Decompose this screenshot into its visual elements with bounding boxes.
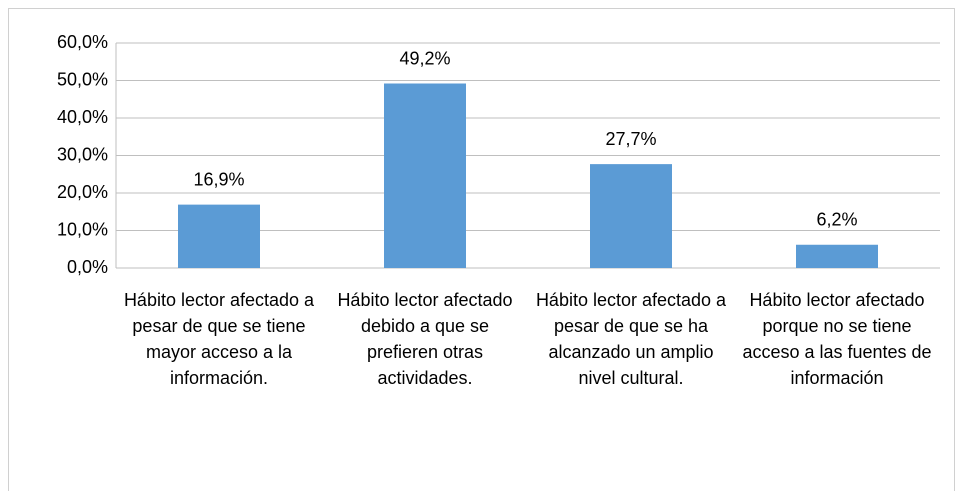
- y-tick-label: 20,0%: [57, 182, 108, 202]
- y-tick-label: 0,0%: [67, 257, 108, 277]
- bar: [796, 244, 878, 268]
- chart-frame: [8, 8, 955, 491]
- data-label: 16,9%: [193, 169, 244, 189]
- y-tick-label: 40,0%: [57, 107, 108, 127]
- bar: [384, 83, 466, 268]
- y-tick-label: 60,0%: [57, 32, 108, 52]
- data-label: 27,7%: [605, 129, 656, 149]
- x-tick-label: Hábito lector afectado a pesar de que se…: [123, 290, 315, 388]
- data-label: 6,2%: [816, 210, 857, 230]
- x-tick-label: Hábito lector afectado debido a que se p…: [337, 290, 513, 388]
- y-tick-label: 10,0%: [57, 219, 108, 239]
- x-tick-label: Hábito lector afectado a pesar de que se…: [535, 290, 727, 388]
- y-tick-label: 30,0%: [57, 144, 108, 164]
- bar: [590, 164, 672, 268]
- y-tick-label: 50,0%: [57, 69, 108, 89]
- x-tick-label: Hábito lector afectado porque no se tien…: [742, 290, 932, 388]
- data-label: 49,2%: [399, 48, 450, 68]
- bar: [178, 204, 260, 268]
